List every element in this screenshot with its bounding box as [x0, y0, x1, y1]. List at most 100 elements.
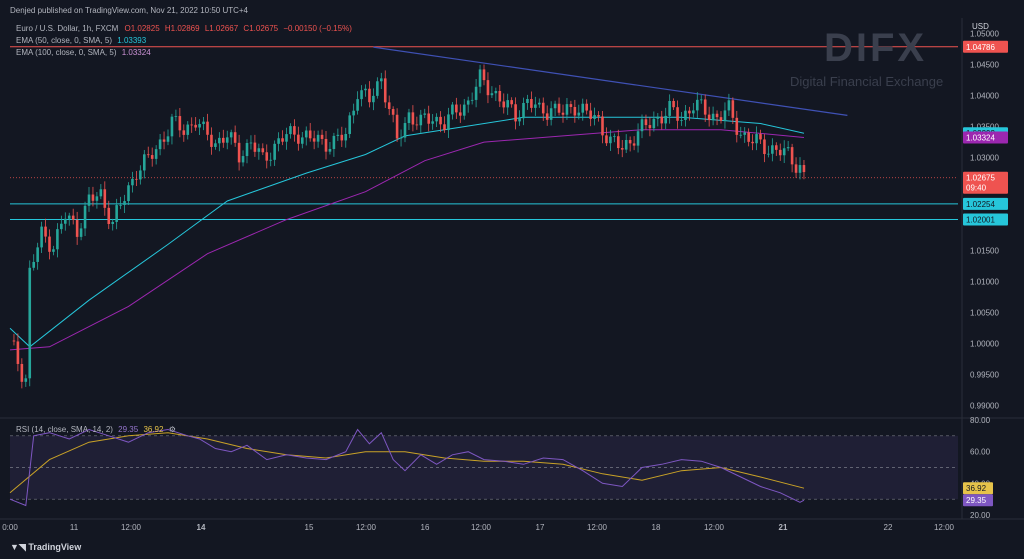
ema100-value: 1.03324	[121, 48, 151, 57]
ema100-legend[interactable]: EMA (100, close, 0, SMA, 5) 1.03324	[16, 48, 151, 57]
time-tick-label: 11	[70, 523, 79, 532]
candle-body	[332, 135, 336, 149]
candle-body	[692, 110, 695, 114]
publish-info: Denjed published on TradingView.com, Nov…	[10, 6, 249, 15]
candle-body	[178, 116, 182, 131]
candle-body	[470, 99, 474, 101]
time-tick-label: 12:00	[471, 523, 492, 532]
ohlc-high: H1.02869	[164, 24, 200, 33]
candle-body	[482, 69, 486, 81]
candle-body	[237, 142, 241, 163]
candle-body	[557, 103, 561, 113]
tradingview-icon: ▼◥	[10, 542, 29, 552]
candle-body	[143, 154, 146, 171]
rsi-label: RSI (14, close, SMA, 14, 2)	[16, 425, 113, 434]
candle-body	[182, 130, 186, 135]
rsi-legend[interactable]: RSI (14, close, SMA, 14, 2) 29.35 36.92 …	[16, 425, 176, 434]
candle-body	[601, 116, 604, 136]
level-badge-support: 1.02254	[966, 200, 995, 209]
candle-body	[16, 341, 20, 364]
level-badge-resistance-bg	[963, 40, 1008, 53]
candle-body	[443, 124, 446, 131]
ema50-legend[interactable]: EMA (50, close, 0, SMA, 5) 1.03393	[16, 36, 146, 45]
candle-body	[206, 121, 209, 135]
rsi-tick-label: 20.00	[970, 511, 991, 520]
rsi-tick-label: 60.00	[970, 448, 991, 457]
candle-body	[249, 142, 253, 144]
candle-body	[577, 112, 581, 116]
candle-body	[494, 90, 498, 94]
candle-body	[32, 261, 35, 268]
candle-body	[269, 159, 272, 161]
candle-body	[107, 207, 111, 224]
settings-icon[interactable]: ⚙	[168, 425, 176, 434]
candle-body	[688, 110, 691, 114]
candle-body	[293, 126, 296, 135]
candle-body	[356, 99, 359, 111]
ema100-label: EMA (100, close, 0, SMA, 5)	[16, 48, 117, 57]
candle-body	[672, 100, 675, 108]
candle-body	[376, 81, 379, 96]
candle-body	[194, 124, 197, 128]
candle-body	[747, 132, 750, 142]
candle-body	[703, 99, 707, 115]
price-badge-ema100: 1.03324	[966, 133, 995, 142]
candle-body	[364, 88, 367, 91]
candle-body	[12, 340, 16, 342]
price-tick-label: 1.05000	[970, 30, 999, 39]
candle-body	[652, 118, 656, 129]
candle-body	[664, 115, 667, 124]
candle-body	[624, 139, 628, 150]
candle-body	[605, 135, 608, 144]
candle-body	[534, 104, 537, 108]
candle-body	[609, 136, 612, 144]
candle-body	[198, 124, 201, 128]
candle-body	[395, 114, 399, 139]
candle-body	[64, 218, 67, 224]
price-tick-label: 0.99000	[970, 402, 999, 411]
candle-body	[202, 121, 205, 125]
price-tick-label: 1.00500	[970, 309, 999, 318]
candle-body	[530, 98, 533, 108]
candle-body	[415, 124, 419, 126]
level-badge-support: 1.02001	[966, 216, 995, 225]
candle-body	[514, 104, 517, 122]
candle-body	[419, 114, 423, 126]
price-tick-label: 1.04500	[970, 61, 999, 70]
candle-body	[593, 115, 596, 119]
candle-body	[170, 116, 174, 137]
level-badge-support-bg	[963, 213, 1008, 226]
candle-body	[597, 115, 600, 117]
candle-body	[20, 363, 24, 382]
candle-body	[644, 119, 648, 126]
candle-body	[28, 267, 32, 379]
candle-body	[308, 130, 312, 139]
candle-body	[802, 165, 806, 173]
candle-body	[103, 189, 107, 208]
symbol-legend[interactable]: Euro / U.S. Dollar, 1h, FXCM O1.02825 H1…	[16, 24, 355, 33]
candle-body	[411, 112, 415, 125]
candle-body	[786, 147, 790, 149]
candle-body	[301, 137, 304, 144]
ohlc-open: O1.02825	[124, 24, 160, 33]
candle-body	[778, 149, 782, 156]
candle-body	[506, 100, 509, 108]
candle-body	[459, 112, 462, 116]
candle-body	[711, 113, 715, 121]
candle-body	[739, 134, 743, 136]
symbol-title: Euro / U.S. Dollar, 1h, FXCM	[16, 24, 119, 33]
candle-body	[581, 103, 585, 113]
candle-body	[344, 133, 348, 141]
time-tick-label: 16	[421, 523, 430, 532]
candle-body	[289, 126, 292, 135]
candle-body	[60, 223, 63, 230]
candle-body	[423, 113, 427, 115]
candle-body	[798, 165, 802, 173]
time-tick-label: 12:00	[121, 523, 142, 532]
candle-body	[735, 117, 739, 135]
candle-body	[518, 118, 521, 122]
candle-body	[573, 106, 577, 116]
candle-body	[790, 147, 794, 165]
candle-body	[699, 99, 703, 101]
